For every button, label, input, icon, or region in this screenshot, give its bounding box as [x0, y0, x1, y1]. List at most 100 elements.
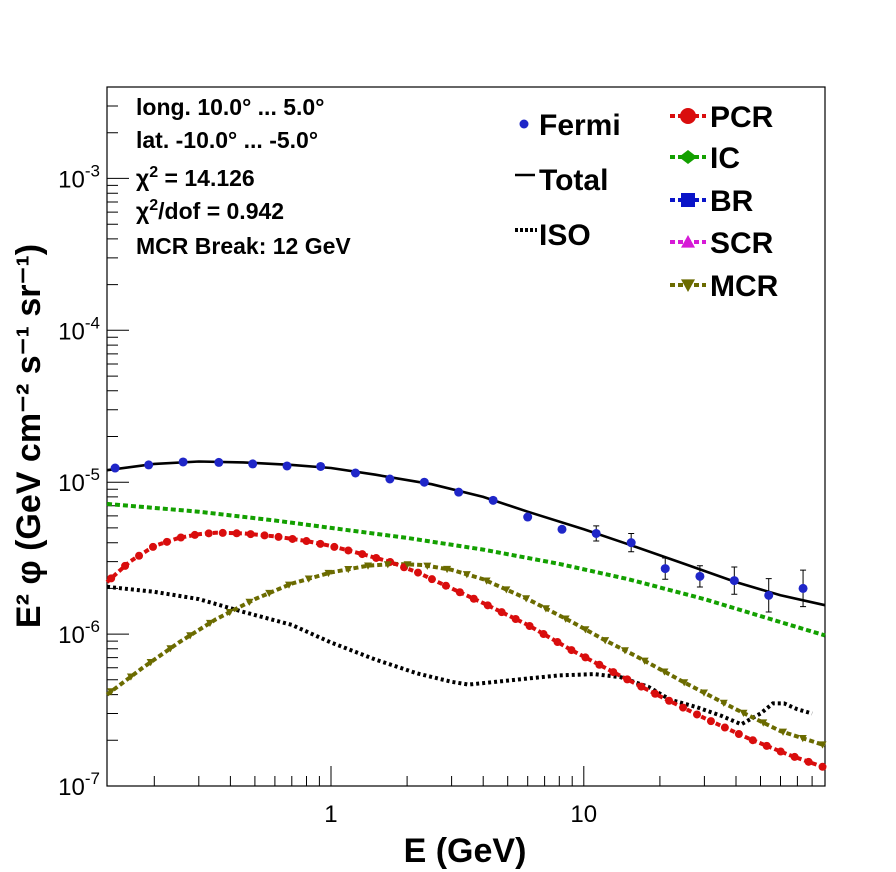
info-line: MCR Break: 12 GeV [136, 233, 351, 259]
fermi-point [316, 461, 326, 471]
series-mcr-markers [107, 561, 827, 749]
series-pcr-markers [107, 528, 827, 771]
series-mcr-marker [304, 575, 313, 583]
legend-item-total: Total [515, 164, 608, 197]
fermi-point [214, 457, 224, 467]
series-mcr-marker [522, 595, 531, 603]
series-pcr-marker [372, 553, 381, 562]
series-pcr-marker [190, 530, 199, 539]
y-tick-labels: 10-7 10-6 10-5 10-4 10-3 [58, 161, 100, 801]
series-pcr-marker [692, 710, 701, 719]
fermi-point [557, 524, 567, 534]
fermi-point [764, 590, 774, 600]
series-pcr-marker [162, 537, 171, 546]
legend-label: MCR [710, 270, 779, 303]
series-pcr-marker [469, 594, 478, 603]
fermi-point [350, 468, 360, 478]
series-mcr-marker [126, 673, 135, 681]
series-mcr-line [105, 561, 826, 748]
series-mcr-marker [680, 679, 689, 687]
series-pcr-marker [288, 534, 297, 543]
fermi-point [110, 463, 120, 473]
series-mcr-marker [107, 688, 116, 696]
series-pcr-marker [316, 539, 325, 548]
x-tick-labels: 1 10 [324, 801, 597, 828]
series-mcr-marker [245, 598, 254, 606]
series-fermi-points [110, 457, 808, 613]
legend-label: PCR [710, 101, 774, 134]
series-mcr-marker [166, 645, 175, 653]
series-pcr-marker [497, 608, 506, 617]
legend-item-scr: SCR [670, 227, 774, 260]
series-mcr-marker [601, 637, 610, 645]
series-pcr-marker [748, 736, 757, 745]
series-mcr-marker [739, 709, 748, 717]
series-pcr-marker [358, 550, 367, 559]
series-pcr-marker [441, 581, 450, 590]
series-pcr-marker [344, 546, 353, 555]
legend-item-mcr: MCR [670, 270, 779, 303]
series-mcr-marker [561, 615, 570, 623]
series-ic-line [106, 501, 826, 638]
legend-label: Total [539, 164, 608, 197]
series-pcr-line [105, 530, 826, 770]
series-mcr-marker [443, 565, 452, 574]
fermi-point [248, 459, 258, 469]
fermi-point [419, 477, 429, 487]
fermi-point [729, 576, 739, 586]
series-pcr-marker [776, 747, 785, 756]
legend-label: IC [710, 142, 740, 175]
series-iso-line [106, 584, 813, 727]
series-pcr-marker [651, 689, 660, 698]
series-pcr-marker [302, 537, 311, 546]
legend-item-ic: IC [670, 142, 740, 175]
axis-ticks [107, 86, 826, 787]
series-pcr-marker [720, 723, 729, 732]
legend-fermi-icon [519, 119, 529, 129]
y-axis-title: E² φ (GeV cm⁻² s⁻¹ sr⁻¹) [10, 244, 48, 628]
x-axis-title: E (GeV) [404, 832, 527, 870]
series-pcr-marker [539, 630, 548, 639]
y-tick-label: 10-4 [58, 313, 100, 345]
x-tick-label: 1 [324, 801, 337, 828]
legend-label: SCR [710, 227, 774, 260]
series-pcr-marker [218, 528, 227, 537]
fermi-point [798, 583, 808, 593]
series-mcr-marker [324, 569, 333, 578]
tick-marks [107, 86, 826, 787]
fermi-point [591, 528, 601, 538]
series-pcr-marker [525, 621, 534, 630]
series-mcr-marker [383, 561, 392, 569]
series-pcr-marker [204, 529, 213, 538]
fermi-point [282, 461, 292, 471]
series-pcr-marker [330, 542, 339, 551]
y-tick-label: 10-6 [58, 617, 100, 649]
series-mcr-marker [502, 586, 511, 594]
series-mcr-marker [205, 619, 214, 628]
series-pcr-marker [107, 574, 116, 583]
series-mcr-marker [284, 581, 293, 589]
series-mcr-marker [581, 626, 590, 634]
series-pcr-marker [274, 532, 283, 541]
series-pcr-marker [511, 615, 520, 624]
fermi-point [454, 487, 464, 497]
info-block: long. 10.0° ... 5.0° lat. -10.0° ... -5.0… [136, 94, 351, 259]
legend-marker-icon [681, 279, 695, 292]
series-pcr-marker [121, 561, 130, 570]
series-mcr-marker [364, 562, 373, 570]
legend-marker-icon [681, 193, 695, 207]
fermi-point [144, 460, 154, 470]
info-line: χ2/dof = 0.942 [136, 197, 284, 224]
fermi-point [488, 495, 498, 505]
series-pcr-marker [581, 653, 590, 662]
legend-item-fermi: Fermi [519, 109, 621, 142]
series-mcr-marker [660, 668, 669, 676]
series-pcr-marker [679, 703, 688, 712]
series-pcr-marker [260, 531, 269, 540]
series-pcr-marker [818, 762, 827, 771]
series-pcr-marker [595, 660, 604, 669]
legend-marker-icon [681, 235, 695, 248]
series-pcr-marker [762, 741, 771, 750]
series-pcr-marker [135, 551, 144, 560]
